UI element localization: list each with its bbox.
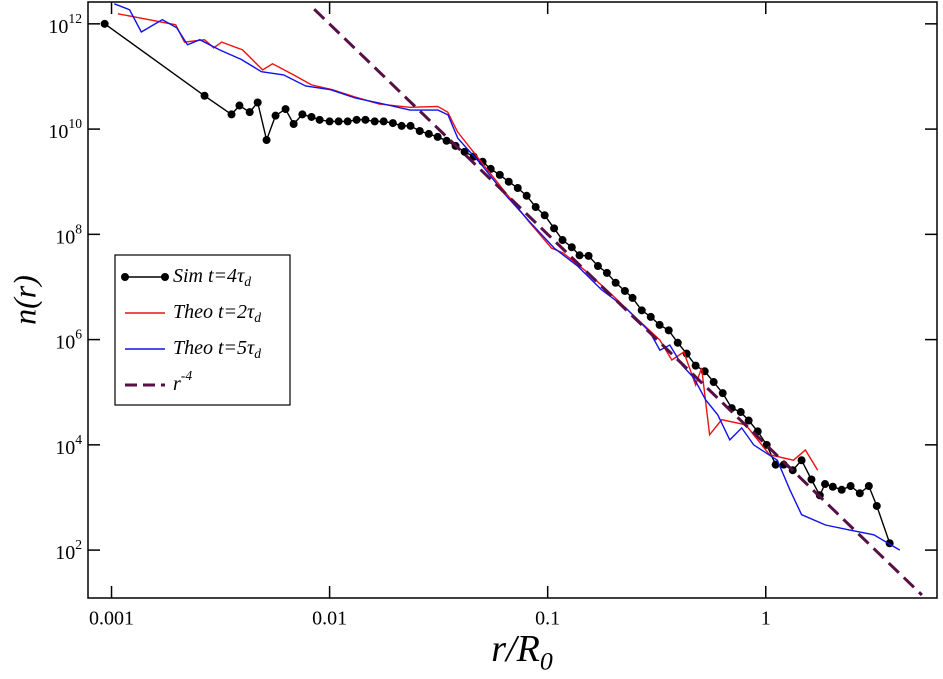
data-point	[325, 117, 334, 126]
data-point	[415, 126, 424, 135]
data-point	[352, 115, 361, 124]
data-point	[797, 456, 806, 465]
data-point	[540, 211, 549, 220]
data-point	[872, 501, 881, 510]
data-point	[691, 361, 700, 370]
legend-marker	[161, 273, 169, 281]
data-point	[370, 117, 379, 126]
legend-label: Sim t=4τd	[173, 265, 251, 290]
data-point	[855, 489, 864, 498]
data-point	[709, 378, 718, 387]
y-tick-label: 102	[55, 537, 82, 563]
data-point	[620, 286, 629, 295]
series-line	[114, 3, 901, 551]
x-tick-label: 0.1	[535, 608, 560, 630]
data-point	[673, 338, 682, 347]
data-point	[558, 236, 567, 245]
data-point	[253, 98, 262, 107]
data-point	[718, 389, 727, 398]
data-point	[343, 117, 352, 126]
data-point	[227, 110, 236, 119]
data-point	[424, 129, 433, 138]
data-point	[460, 147, 469, 156]
data-point	[736, 408, 745, 417]
data-point	[655, 320, 664, 329]
data-point	[245, 108, 254, 117]
data-point	[334, 117, 343, 126]
data-point	[406, 121, 415, 130]
data-point	[200, 91, 209, 100]
data-point	[513, 183, 522, 192]
data-point	[550, 224, 559, 233]
legend-marker	[121, 273, 129, 281]
data-point	[846, 482, 855, 491]
data-point	[504, 177, 513, 186]
data-point	[807, 475, 816, 484]
x-tick-label: 1	[761, 608, 771, 630]
data-point	[235, 101, 244, 110]
x-tick-label: 0.001	[89, 608, 134, 630]
legend-label: Theo t=2τd	[173, 301, 261, 326]
data-point	[442, 136, 451, 145]
data-point	[361, 115, 370, 124]
data-point	[262, 136, 271, 145]
data-point	[628, 293, 637, 302]
legend-label: Theo t=5τd	[173, 337, 261, 362]
data-point	[315, 115, 324, 124]
data-point	[821, 480, 830, 489]
data-point	[307, 112, 316, 121]
legend-label: r-4	[173, 368, 192, 394]
data-point	[567, 243, 576, 252]
data-point	[388, 119, 397, 128]
data-point	[602, 268, 611, 277]
data-point	[271, 111, 280, 120]
y-tick-label: 1010	[48, 116, 82, 142]
y-tick-label: 104	[55, 432, 82, 458]
data-point	[593, 262, 602, 271]
legend-box	[114, 254, 291, 406]
data-point	[495, 170, 504, 179]
data-point	[828, 482, 837, 491]
data-point	[522, 191, 531, 200]
data-point	[575, 251, 584, 260]
plot-area	[100, 3, 923, 597]
data-point	[100, 19, 109, 28]
x-tick-label: 0.01	[312, 608, 347, 630]
y-tick-label: 108	[55, 221, 82, 247]
data-point	[611, 278, 620, 287]
x-axis-label: r/R0	[491, 628, 553, 676]
series-line	[117, 13, 819, 471]
data-point	[837, 485, 846, 494]
y-tick-label: 1012	[48, 11, 82, 37]
data-point	[584, 251, 593, 260]
data-point	[864, 482, 873, 491]
data-point	[397, 121, 406, 130]
data-point	[281, 105, 290, 114]
data-point	[298, 110, 307, 119]
data-point	[289, 119, 298, 128]
data-point	[433, 132, 442, 141]
data-point	[664, 326, 673, 335]
y-axis-label: n(r)	[6, 275, 42, 325]
data-point	[744, 416, 753, 425]
data-point	[379, 117, 388, 126]
y-tick-label: 106	[55, 327, 82, 353]
data-point	[531, 203, 540, 212]
series-line	[313, 8, 923, 597]
data-point	[646, 312, 655, 321]
data-point	[637, 306, 646, 315]
